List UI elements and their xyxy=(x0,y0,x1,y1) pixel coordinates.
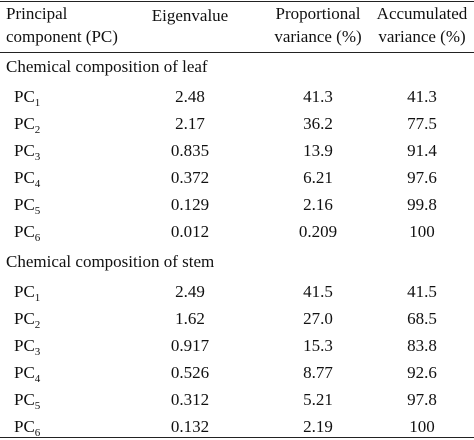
top-rule xyxy=(0,1,474,2)
pc-index: 2 xyxy=(34,124,41,136)
cell: 83.8 xyxy=(407,336,437,355)
pc-index: 1 xyxy=(34,97,41,109)
cell: 13.9 xyxy=(303,141,333,160)
pc-label: PC5 xyxy=(14,390,41,412)
pc-index: 3 xyxy=(34,151,41,163)
cell: 68.5 xyxy=(407,309,437,328)
cell: 97.6 xyxy=(407,168,437,187)
pc-index: 5 xyxy=(34,205,41,217)
cell: 0.012 xyxy=(170,222,210,241)
header-cell: variance (%) xyxy=(378,27,466,46)
section-title: Chemical composition of leaf xyxy=(6,57,208,76)
pc-name: PC xyxy=(14,141,35,160)
pc-label: PC1 xyxy=(14,87,41,109)
cell: 100 xyxy=(409,417,435,436)
cell: 8.77 xyxy=(303,363,333,382)
cell: 0.312 xyxy=(170,390,210,409)
cell: 41.5 xyxy=(407,282,437,301)
header-cell: Proportional xyxy=(275,4,361,23)
cell: 2.49 xyxy=(175,282,205,301)
pc-label: PC3 xyxy=(14,141,41,163)
section-title: Chemical composition of stem xyxy=(6,252,215,271)
header-cell: Principal xyxy=(6,4,68,23)
pc-index: 2 xyxy=(34,319,41,331)
pc-name: PC xyxy=(14,390,35,409)
pc-label: PC6 xyxy=(14,417,41,439)
cell: 91.4 xyxy=(407,141,437,160)
header-cell: component (PC) xyxy=(6,27,118,46)
cell: 97.8 xyxy=(407,390,437,409)
pc-index: 6 xyxy=(34,427,41,439)
cell: 2.48 xyxy=(175,87,205,106)
cell: 0.917 xyxy=(170,336,210,355)
cell: 0.372 xyxy=(170,168,210,187)
cell: 0.129 xyxy=(170,195,210,214)
cell: 2.17 xyxy=(175,114,205,133)
cell: 27.0 xyxy=(303,309,333,328)
cell: 0.835 xyxy=(170,141,210,160)
pc-name: PC xyxy=(14,417,35,436)
cell: 1.62 xyxy=(175,309,205,328)
cell: 41.3 xyxy=(303,87,333,106)
pc-label: PC5 xyxy=(14,195,41,217)
cell: 77.5 xyxy=(407,114,437,133)
cell: 15.3 xyxy=(303,336,333,355)
pc-index: 3 xyxy=(34,346,41,358)
cell: 5.21 xyxy=(303,390,333,409)
pc-label: PC3 xyxy=(14,336,41,358)
pc-name: PC xyxy=(14,363,35,382)
pc-index: 6 xyxy=(34,232,41,244)
cell: 36.2 xyxy=(303,114,333,133)
pc-name: PC xyxy=(14,168,35,187)
bottom-rule xyxy=(0,437,474,438)
cell: 41.3 xyxy=(407,87,437,106)
header-rule xyxy=(0,52,474,53)
pc-label: PC4 xyxy=(14,363,41,385)
header-cell: Accumulated xyxy=(376,4,468,23)
cell: 99.8 xyxy=(407,195,437,214)
pc-label: PC2 xyxy=(14,309,41,331)
pc-label: PC2 xyxy=(14,114,41,136)
cell: 6.21 xyxy=(303,168,333,187)
pc-name: PC xyxy=(14,222,35,241)
cell: 0.526 xyxy=(170,363,210,382)
pc-name: PC xyxy=(14,87,35,106)
pc-label: PC6 xyxy=(14,222,41,244)
cell: 2.19 xyxy=(303,417,333,436)
pc-name: PC xyxy=(14,336,35,355)
header-cell: Eigenvalue xyxy=(151,6,229,25)
cell: 0.132 xyxy=(170,417,210,436)
pc-index: 5 xyxy=(34,400,41,412)
cell: 100 xyxy=(409,222,435,241)
pc-name: PC xyxy=(14,114,35,133)
pc-index: 4 xyxy=(34,178,41,190)
pc-name: PC xyxy=(14,309,35,328)
pc-label: PC4 xyxy=(14,168,41,190)
pc-name: PC xyxy=(14,195,35,214)
header-cell: variance (%) xyxy=(274,27,362,46)
pc-index: 4 xyxy=(34,373,41,385)
pc-label: PC1 xyxy=(14,282,41,304)
cell: 2.16 xyxy=(303,195,333,214)
cell: 0.209 xyxy=(298,222,338,241)
pc-index: 1 xyxy=(34,292,41,304)
pc-name: PC xyxy=(14,282,35,301)
cell: 92.6 xyxy=(407,363,437,382)
cell: 41.5 xyxy=(303,282,333,301)
